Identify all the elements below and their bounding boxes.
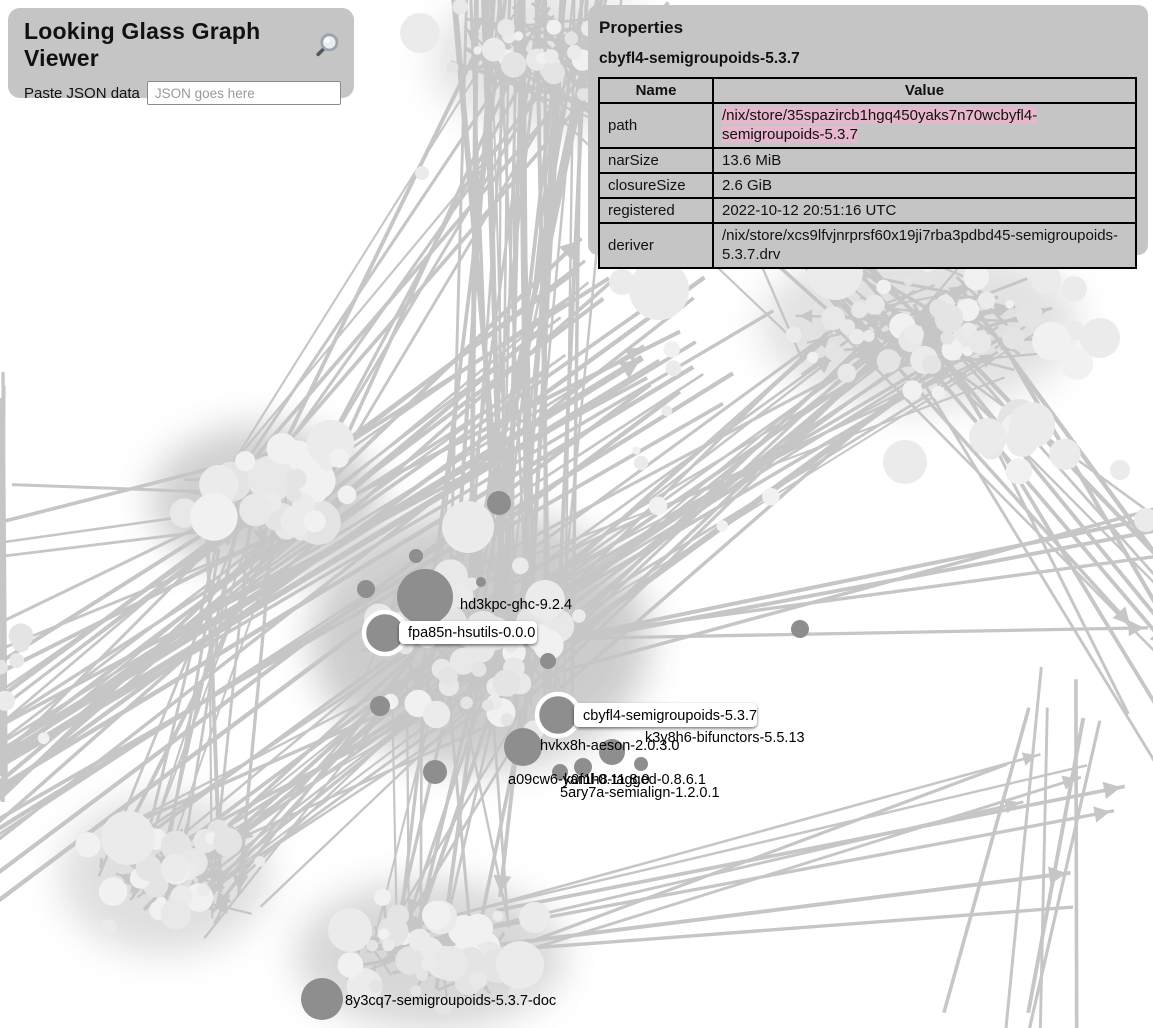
prop-name: closureSize bbox=[598, 171, 714, 199]
magnifying-glass-icon bbox=[316, 33, 339, 57]
graph-node-fpa85n-hsutils-0.0.0[interactable]: fpa85n-hsutils-0.0.0 bbox=[361, 609, 537, 657]
svg-text:a09cw6-yaml-0.11.8.0: a09cw6-yaml-0.11.8.0 bbox=[508, 772, 650, 788]
prop-value: 13.6 MiB bbox=[712, 146, 1137, 174]
properties-subject: cbyfl4-semigroupoids-5.3.7 bbox=[599, 50, 800, 67]
prop-name: deriver bbox=[598, 222, 714, 269]
graph-node-a09cw6-yaml-0.11.8.0[interactable]: a09cw6-yaml-0.11.8.0 bbox=[508, 772, 650, 788]
column-header-value: Value bbox=[712, 76, 1137, 105]
svg-text:cbyfl4-semigroupoids-5.3.7: cbyfl4-semigroupoids-5.3.7 bbox=[583, 708, 757, 724]
graph-node-cbyfl4-semigroupoids-5.3.7[interactable]: cbyfl4-semigroupoids-5.3.7 bbox=[534, 691, 757, 739]
highlighted-path-value[interactable]: /nix/store/35spazircb1hgq450yaks7n70wcby… bbox=[722, 107, 1038, 144]
graph-node-5ary7a-semialign-1.2.0.1[interactable]: 5ary7a-semialign-1.2.0.1 bbox=[560, 785, 720, 801]
title-panel: Looking Glass Graph Viewer Paste JSON da… bbox=[8, 8, 354, 105]
graph-node-k0f1h8-tagged-0.8.6.1[interactable]: k0f1h8-tagged-0.8.6.1 bbox=[564, 772, 706, 788]
app-title-text: Looking Glass Graph Viewer bbox=[24, 18, 261, 71]
properties-panel: Properties cbyfl4-semigroupoids-5.3.7 Na… bbox=[588, 5, 1148, 269]
table-row: registered 2022-10-12 20:51:16 UTC bbox=[598, 196, 1137, 225]
table-row: path /nix/store/35spazircb1hgq450yaks7n7… bbox=[598, 102, 1137, 149]
svg-text:hvkx8h-aeson-2.0.3.0: hvkx8h-aeson-2.0.3.0 bbox=[540, 738, 679, 754]
prop-name: path bbox=[598, 102, 714, 149]
prop-value: /nix/store/xcs9lfvjnrprsf60x19ji7rba3pdb… bbox=[712, 222, 1137, 269]
graph-node-hd3kpc-ghc-9.2.4[interactable]: hd3kpc-ghc-9.2.4 bbox=[397, 569, 572, 625]
prop-value: 2.6 GiB bbox=[712, 171, 1137, 199]
table-row: narSize 13.6 MiB bbox=[598, 146, 1137, 174]
svg-text:k3y8h6-bifunctors-5.5.13: k3y8h6-bifunctors-5.5.13 bbox=[645, 730, 805, 746]
svg-text:fpa85n-hsutils-0.0.0: fpa85n-hsutils-0.0.0 bbox=[408, 625, 535, 641]
svg-text:k0f1h8-tagged-0.8.6.1: k0f1h8-tagged-0.8.6.1 bbox=[564, 772, 706, 788]
page-title: Looking Glass Graph Viewer bbox=[24, 18, 342, 72]
prop-name: narSize bbox=[598, 146, 714, 174]
table-row: deriver /nix/store/xcs9lfvjnrprsf60x19ji… bbox=[598, 222, 1137, 269]
table-header-row: Name Value bbox=[598, 76, 1137, 105]
properties-heading: Properties bbox=[599, 18, 684, 37]
json-input[interactable] bbox=[146, 81, 341, 105]
svg-text:8y3cq7-semigroupoids-5.3.7-doc: 8y3cq7-semigroupoids-5.3.7-doc bbox=[345, 993, 556, 1009]
svg-text:hd3kpc-ghc-9.2.4: hd3kpc-ghc-9.2.4 bbox=[460, 597, 572, 613]
graph-node-hvkx8h-aeson-2.0.3.0[interactable]: hvkx8h-aeson-2.0.3.0 bbox=[540, 738, 679, 754]
column-header-name: Name bbox=[598, 76, 714, 105]
paste-json-label: Paste JSON data bbox=[24, 84, 140, 102]
svg-text:5ary7a-semialign-1.2.0.1: 5ary7a-semialign-1.2.0.1 bbox=[560, 785, 720, 801]
graph-node-k3y8h6-bifunctors-5.5.13[interactable]: k3y8h6-bifunctors-5.5.13 bbox=[645, 730, 805, 746]
table-row: closureSize 2.6 GiB bbox=[598, 171, 1137, 199]
prop-value: /nix/store/35spazircb1hgq450yaks7n70wcby… bbox=[712, 102, 1137, 149]
prop-name: registered bbox=[598, 196, 714, 225]
properties-table: Name Value path /nix/store/35spazircb1hg… bbox=[598, 76, 1137, 269]
prop-value: 2022-10-12 20:51:16 UTC bbox=[712, 196, 1137, 225]
graph-node-8y3cq7-semigroupoids-5.3.7-doc[interactable]: 8y3cq7-semigroupoids-5.3.7-doc bbox=[301, 978, 556, 1020]
